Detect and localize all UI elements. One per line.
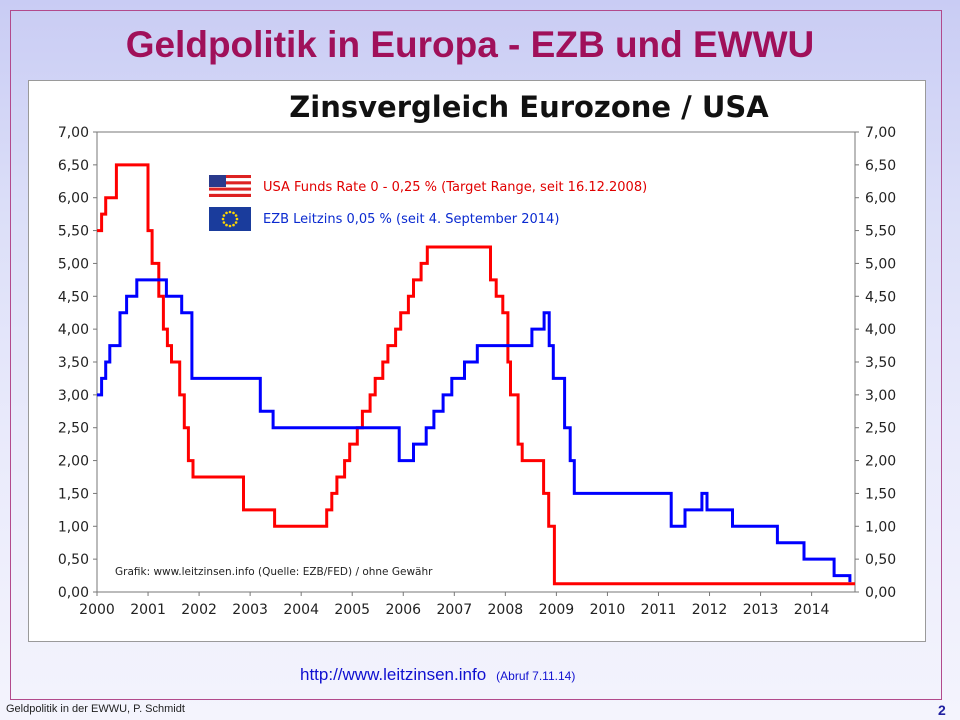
y-tick-label-left: 0,00 [58, 585, 89, 601]
x-tick-label: 2008 [488, 602, 524, 618]
x-tick-label: 2006 [385, 602, 421, 618]
y-tick-label-left: 4,00 [58, 322, 89, 338]
source-line: http://www.leitzinsen.info (Abruf 7.11.14… [300, 665, 575, 685]
x-tick-label: 2009 [539, 602, 575, 618]
flag-star [232, 211, 235, 215]
chart-container: 0,00 0,00 0,50 0,50 1,00 1,00 1,50 1,50 2,00 2,00… [28, 80, 926, 642]
y-tick-label-left: 2,50 [58, 421, 89, 437]
y-tick-label-right: 5,50 [865, 224, 896, 240]
flag-stripe [209, 190, 251, 194]
flag-stripe [209, 193, 251, 197]
x-tick-label: 2000 [79, 602, 115, 618]
y-tick-label-left: 7,00 [58, 125, 89, 141]
flag-star [222, 221, 226, 224]
flag-star [225, 223, 228, 227]
slide-frame [10, 10, 942, 700]
y-tick-label-right: 7,00 [865, 125, 896, 141]
y-tick-label-left: 4,50 [58, 289, 89, 305]
x-tick-label: 2005 [334, 602, 370, 618]
source-link[interactable]: http://www.leitzinsen.info [300, 665, 487, 684]
y-tick-label-left: 5,00 [58, 256, 89, 272]
x-tick-label: 2012 [692, 602, 728, 618]
y-tick-label-right: 1,00 [865, 519, 896, 535]
x-tick-label: 2001 [130, 602, 166, 618]
legend-label: EZB Leitzins 0,05 % (seit 4. September 2… [263, 212, 559, 227]
eu-flag [209, 207, 251, 231]
x-tick-label: 2014 [794, 602, 830, 618]
x-tick-label: 2007 [436, 602, 472, 618]
x-tick-label: 2013 [743, 602, 779, 618]
y-tick-label-left: 0,50 [58, 552, 89, 568]
flag-star [222, 214, 226, 217]
x-tick-label: 2011 [641, 602, 677, 618]
y-tick-label-left: 5,50 [58, 224, 89, 240]
source-note: (Abruf 7.11.14) [496, 669, 576, 683]
y-tick-label-left: 1,00 [58, 519, 89, 535]
legend-label: USA Funds Rate 0 - 0,25 % (Target Range,… [263, 180, 647, 195]
flag-star [225, 211, 228, 215]
chart-credit: Grafik: www.leitzinsen.info (Quelle: EZB… [115, 566, 433, 578]
flag-star [235, 217, 239, 221]
flag-stripe [209, 175, 251, 179]
flag-star [228, 210, 232, 214]
y-tick-label-right: 4,00 [865, 322, 896, 338]
x-tick-label: 2010 [590, 602, 626, 618]
page-number: 2 [938, 702, 946, 718]
y-tick-label-left: 2,00 [58, 454, 89, 470]
y-tick-label-right: 0,00 [865, 585, 896, 601]
slide-title: Geldpolitik in Europa - EZB und EWWU [125, 24, 815, 65]
y-tick-label-left: 1,50 [58, 486, 89, 502]
y-tick-label-right: 2,50 [865, 421, 896, 437]
y-tick-label-left: 6,50 [58, 158, 89, 174]
interest-rate-chart: 0,00 0,00 0,50 0,50 1,00 1,00 1,50 1,50 2,00 2,00… [58, 90, 896, 618]
flag-star [221, 217, 225, 221]
y-tick-label-right: 0,50 [865, 552, 896, 568]
x-tick-label: 2002 [181, 602, 217, 618]
y-tick-label-left: 3,50 [58, 355, 89, 371]
footer-text: Geldpolitik in der EWWU, P. Schmidt [6, 703, 185, 715]
legend: USA Funds Rate 0 - 0,25 % (Target Range,… [209, 175, 647, 231]
y-tick-label-right: 1,50 [865, 486, 896, 502]
flag-star [228, 224, 232, 228]
flag-star [234, 221, 238, 224]
y-tick-label-right: 5,00 [865, 256, 896, 272]
flag-stripe [209, 181, 251, 185]
flag-stripe [209, 184, 251, 188]
y-tick-label-left: 6,00 [58, 191, 89, 207]
x-tick-label: 2003 [232, 602, 268, 618]
flag-star [234, 214, 238, 217]
series-line-ezb [97, 278, 852, 583]
flag-canton [209, 175, 226, 187]
y-tick-label-right: 6,00 [865, 191, 896, 207]
y-tick-label-right: 3,50 [865, 355, 896, 371]
flag-star [232, 223, 235, 227]
flag-stripe [209, 187, 251, 191]
y-tick-label-right: 3,00 [865, 388, 896, 404]
usa-flag [209, 175, 251, 197]
y-tick-label-right: 6,50 [865, 158, 896, 174]
flag-field [209, 207, 251, 231]
y-tick-label-right: 4,50 [865, 289, 896, 305]
series-layer [97, 163, 855, 586]
y-tick-label-left: 3,00 [58, 388, 89, 404]
axes: 0,00 0,00 0,50 0,50 1,00 1,00 1,50 1,50 2,00 2,00… [58, 125, 896, 618]
chart-title: Zinsvergleich Eurozone / USA [289, 90, 769, 124]
flag-stripe [209, 178, 251, 182]
x-tick-label: 2004 [283, 602, 319, 618]
y-tick-label-right: 2,00 [865, 454, 896, 470]
